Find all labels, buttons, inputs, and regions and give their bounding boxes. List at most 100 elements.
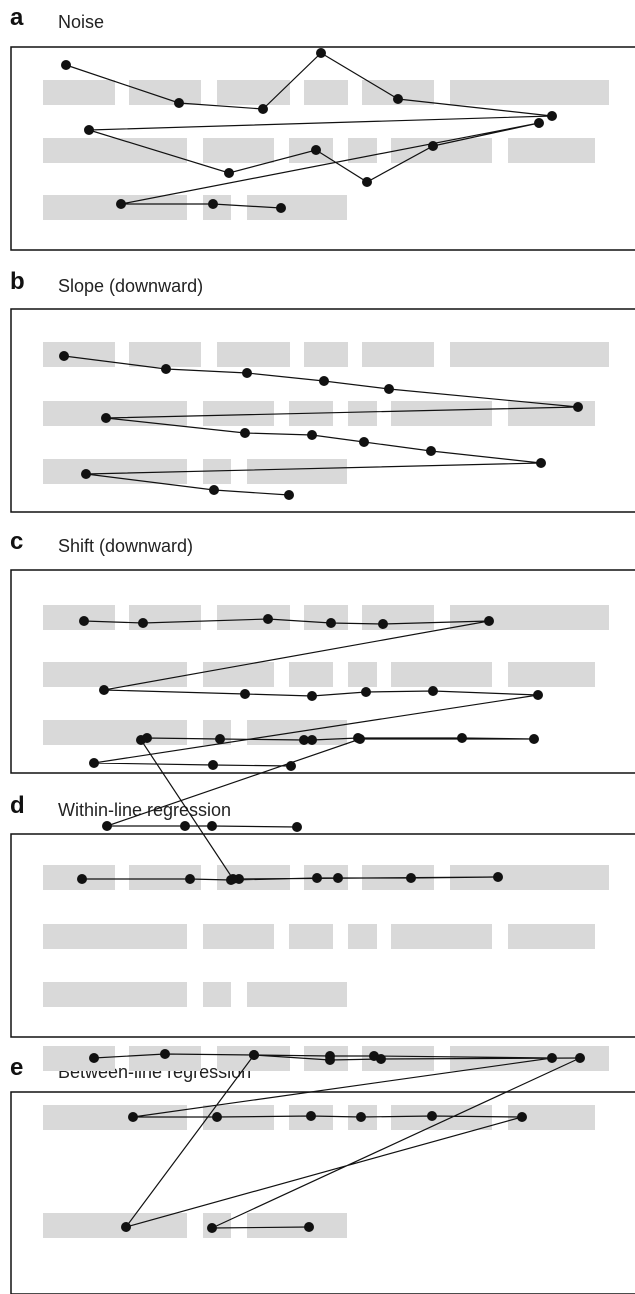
word-box bbox=[391, 924, 492, 949]
panel-title-c: Shift (downward) bbox=[58, 536, 194, 556]
word-box bbox=[43, 80, 115, 105]
word-box bbox=[362, 342, 434, 367]
panel-label-b: b bbox=[10, 268, 25, 295]
fixation-point bbox=[333, 873, 343, 883]
word-box bbox=[43, 195, 187, 220]
fixation-point bbox=[61, 60, 71, 70]
fixation-point bbox=[355, 734, 365, 744]
panel-e-graphic bbox=[10, 1046, 635, 1294]
word-box bbox=[391, 662, 492, 687]
panel-label-d: d bbox=[10, 792, 25, 819]
panel-frame bbox=[10, 46, 635, 251]
fixation-point bbox=[573, 402, 583, 412]
word-box bbox=[43, 1046, 115, 1071]
fixation-point bbox=[484, 616, 494, 626]
fixation-point bbox=[185, 874, 195, 884]
word-box bbox=[289, 924, 333, 949]
word-box bbox=[43, 605, 115, 630]
fixation-point bbox=[212, 1112, 222, 1122]
fixation-point bbox=[292, 822, 302, 832]
word-box bbox=[203, 982, 231, 1007]
word-box bbox=[217, 605, 290, 630]
fixation-point bbox=[142, 733, 152, 743]
word-box bbox=[304, 605, 348, 630]
word-box bbox=[508, 924, 595, 949]
fixation-point bbox=[326, 618, 336, 628]
fixation-point bbox=[242, 368, 252, 378]
fixation-point bbox=[249, 1050, 259, 1060]
fixation-point bbox=[533, 690, 543, 700]
word-box bbox=[348, 662, 377, 687]
fixation-point bbox=[547, 1053, 557, 1063]
fixation-point bbox=[174, 98, 184, 108]
word-box bbox=[203, 924, 274, 949]
fixation-point bbox=[575, 1053, 585, 1063]
word-box bbox=[362, 605, 434, 630]
fixation-point bbox=[77, 874, 87, 884]
word-box bbox=[247, 459, 347, 484]
panel-title-d: Within-line regression bbox=[58, 800, 232, 820]
fixation-point bbox=[208, 760, 218, 770]
fixation-point bbox=[240, 689, 250, 699]
word-box bbox=[450, 605, 609, 630]
word-box bbox=[289, 662, 333, 687]
word-box bbox=[129, 342, 201, 367]
fixation-point bbox=[138, 618, 148, 628]
word-box bbox=[43, 401, 187, 426]
fixation-point bbox=[128, 1112, 138, 1122]
fixation-point bbox=[224, 168, 234, 178]
fixation-point bbox=[536, 458, 546, 468]
word-box bbox=[247, 195, 347, 220]
fixation-point bbox=[311, 145, 321, 155]
fixation-point bbox=[240, 428, 250, 438]
word-box bbox=[304, 80, 348, 105]
fixation-point bbox=[299, 735, 309, 745]
panel-label-c: c bbox=[10, 528, 24, 555]
word-box bbox=[391, 1105, 492, 1130]
fixation-point bbox=[160, 1049, 170, 1059]
panel-frame bbox=[10, 569, 635, 774]
fixation-point bbox=[99, 685, 109, 695]
fixation-point bbox=[79, 616, 89, 626]
word-box bbox=[391, 401, 492, 426]
scanpath-line bbox=[65, 52, 553, 209]
fixation-point bbox=[529, 734, 539, 744]
fixation-point bbox=[101, 413, 111, 423]
scanpath-line bbox=[93, 1053, 581, 1229]
fixation-point bbox=[406, 873, 416, 883]
fixation-point bbox=[378, 619, 388, 629]
panel-b-graphic bbox=[10, 308, 635, 513]
word-box bbox=[247, 1213, 347, 1238]
fixation-point bbox=[258, 104, 268, 114]
fixation-point bbox=[517, 1112, 527, 1122]
fixation-point bbox=[180, 821, 190, 831]
fixation-point bbox=[102, 821, 112, 831]
fixation-point bbox=[89, 1053, 99, 1063]
word-box bbox=[217, 80, 290, 105]
panel-c-graphic bbox=[10, 569, 635, 774]
word-box bbox=[43, 720, 187, 745]
fixation-point bbox=[276, 203, 286, 213]
word-box bbox=[129, 80, 201, 105]
word-box bbox=[450, 80, 609, 105]
panel-label-e: e bbox=[10, 1054, 24, 1081]
scanpath-line bbox=[82, 737, 535, 881]
fixation-point bbox=[312, 873, 322, 883]
word-box bbox=[247, 982, 347, 1007]
fixation-point bbox=[384, 384, 394, 394]
panel-a-graphic bbox=[10, 46, 635, 251]
fixation-point bbox=[359, 437, 369, 447]
fixation-point bbox=[306, 1111, 316, 1121]
panel-title-a: Noise bbox=[58, 12, 105, 32]
fixation-point bbox=[325, 1055, 335, 1065]
panel-frame bbox=[10, 1091, 635, 1294]
fixation-point bbox=[161, 364, 171, 374]
word-box bbox=[348, 924, 377, 949]
fixation-point bbox=[207, 821, 217, 831]
fixation-point bbox=[428, 686, 438, 696]
fixation-point bbox=[428, 141, 438, 151]
panel-frame bbox=[10, 308, 635, 513]
fixation-point bbox=[426, 446, 436, 456]
word-box bbox=[43, 138, 187, 163]
word-box bbox=[289, 138, 333, 163]
